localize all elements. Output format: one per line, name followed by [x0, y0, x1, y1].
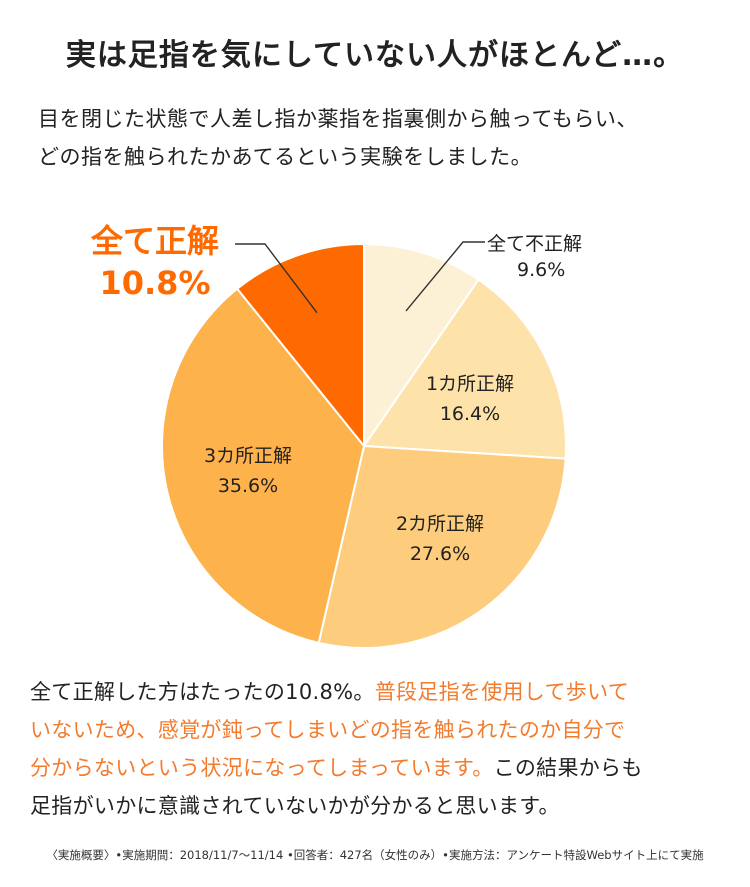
slice-category-label: 1カ所正解 [426, 373, 514, 395]
conclusion-line-3: 分からないという状況になってしまっています。この結果からも [30, 749, 730, 787]
slice-value-label: 10.8% [99, 264, 210, 302]
pie-slice [317, 444, 567, 649]
slice-category-label: 全て不正解 [487, 233, 582, 255]
survey-note: 〈実施概要〉•実施期間：2018/11/7〜11/14 •回答者：427名（女性… [46, 848, 704, 862]
intro-line-1: 目を閉じた状態で人差し指か薬指を指裏側から触ってもらい、 [38, 107, 638, 131]
conclusion-text: 全て正解した方はたったの10.8%。普段足指を使用して歩いて いないため、感覚が… [30, 673, 730, 825]
slice-value-label: 27.6% [410, 543, 470, 565]
pie-slices [161, 242, 567, 649]
conclusion-line-4: 足指がいかに意識されていないかが分かると思います。 [30, 794, 560, 818]
slice-value-label: 16.4% [440, 403, 500, 425]
leader-lines [235, 241, 485, 314]
conclusion-line-1-highlight: 普段足指を使用して歩いて [374, 680, 630, 704]
conclusion-line-2: いないため、感覚が鈍ってしまいどの指を触られたのか自分で [30, 718, 626, 742]
pie-slice [362, 278, 567, 460]
slice-value-label: 9.6% [517, 259, 565, 281]
leader-line [405, 241, 485, 312]
pie-chart: 全て不正解 9.6% 1カ所正解 16.4% 2カ所正解 27.6% 3カ所正解 35.6% 全… [90, 222, 582, 649]
slice-value-label: 35.6% [218, 475, 278, 497]
conclusion-line-3-normal: この結果からも [493, 756, 643, 780]
conclusion-line-1: 全て正解した方はたったの10.8%。普段足指を使用して歩いて [30, 673, 730, 711]
leader-line [235, 243, 318, 314]
conclusion-line-1-normal: 全て正解した方はたったの10.8%。 [30, 680, 375, 704]
conclusion-line-3-highlight: 分からないという状況になってしまっています。 [30, 756, 494, 780]
slice-category-label: 全て正解 [90, 222, 219, 260]
slice-labels: 全て不正解 9.6% 1カ所正解 16.4% 2カ所正解 27.6% 3カ所正解 35.6% 全… [90, 222, 582, 565]
slice-category-label: 2カ所正解 [396, 513, 484, 535]
pie-slice [235, 242, 365, 449]
pie-slice [161, 287, 366, 645]
intro-line-2: どの指を触られたかあてるという実験をしました。 [38, 145, 533, 169]
slice-category-label: 3カ所正解 [204, 445, 292, 467]
pie-slice [363, 242, 480, 450]
page-title: 実は足指を気にしていない人がほとんど…。 [65, 38, 685, 73]
intro-text: 目を閉じた状態で人差し指か薬指を指裏側から触ってもらい、 どの指を触られたかあて… [38, 100, 728, 176]
